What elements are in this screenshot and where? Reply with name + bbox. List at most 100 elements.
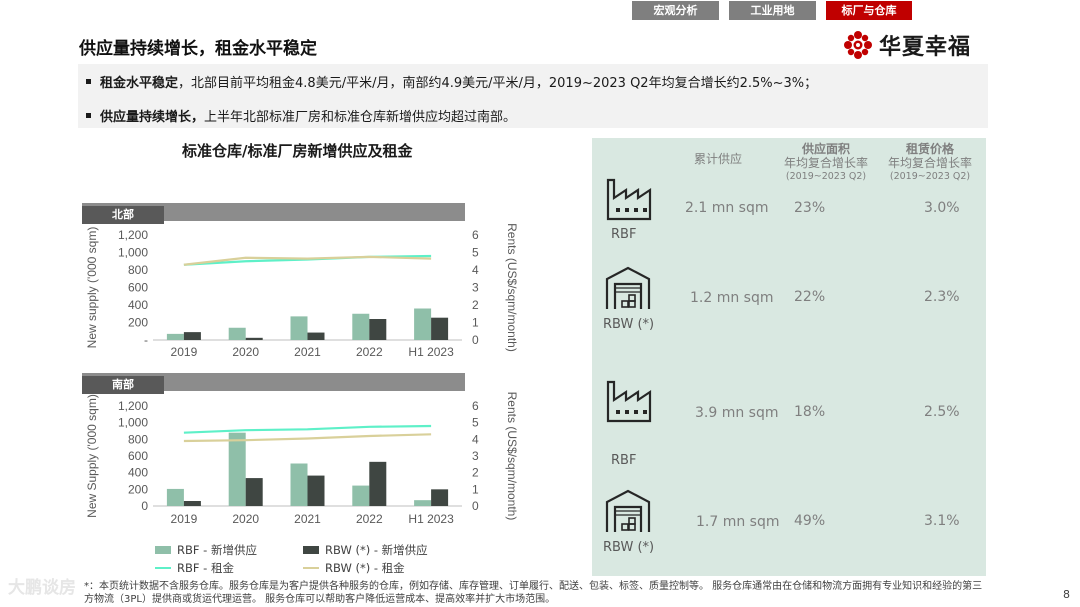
y2-tick-label-south: 4 — [472, 432, 479, 446]
bar-south-rbf — [228, 432, 246, 506]
y2-tick-label-north: 0 — [472, 333, 479, 347]
bar-south-rbf — [414, 500, 432, 506]
y2-tick-label-south: 2 — [472, 466, 479, 480]
legend-item-rbf-rent: RBF - 租金 — [155, 560, 234, 576]
y-tick-label-south: 400 — [128, 466, 148, 480]
factory-icon — [606, 380, 652, 423]
bar-north-rbw — [183, 332, 201, 340]
footnote: *：本页统计数据不含服务仓库。服务仓库是为客户提供各种服务的仓库，例如存储、库存… — [84, 581, 983, 605]
region-label-north: 北部 — [82, 203, 465, 224]
tab-factory-warehouse[interactable]: 标厂与仓库 — [826, 1, 912, 20]
bullet-rent-bold: 租金水平稳定 — [100, 76, 179, 91]
y-tick-label-north: 1,200 — [118, 228, 148, 242]
bar-north-rbf — [414, 308, 432, 340]
row-area-cagr: 18% — [794, 404, 826, 420]
row-label: RBF — [611, 453, 637, 468]
x-tick-label-south: 2020 — [232, 512, 259, 526]
bar-south-rbw — [183, 501, 201, 506]
row-label: RBW (*) — [603, 317, 655, 332]
bar-north-rbw — [369, 319, 387, 340]
row-area-cagr: 22% — [794, 289, 826, 305]
y2-tick-label-south: 0 — [472, 499, 479, 513]
bar-south-rbw — [431, 489, 449, 506]
bar-north-rbf — [352, 313, 370, 340]
legend-label: RBW (*) - 租金 — [325, 561, 405, 575]
x-tick-label-north: 2021 — [294, 345, 321, 359]
y2-tick-label-south: 5 — [472, 416, 479, 430]
y2-tick-label-south: 3 — [472, 449, 479, 463]
legend-label: RBW (*) - 新增供应 — [325, 543, 428, 557]
bar-south-rbw — [307, 475, 325, 506]
y-tick-label-south: 1,200 — [118, 399, 148, 413]
header-rent-title: 租赁价格 — [905, 142, 954, 156]
cagr-panel: 累计供应 供应面积 年均复合增长率 (2019~2023 Q2) 租赁价格 年均… — [592, 138, 986, 576]
y-tick-label-south: 800 — [128, 432, 148, 446]
bar-south-rbw — [369, 461, 387, 506]
row-rent-cagr: 3.0% — [924, 200, 960, 216]
header-rent-sub: 年均复合增长率 — [887, 156, 972, 170]
y2-tick-label-north: 5 — [472, 246, 479, 260]
legend-item-rbw-supply: RBW (*) - 新增供应 — [303, 542, 428, 558]
bar-north-rbf — [166, 333, 184, 340]
y2-tick-label-north: 4 — [472, 263, 479, 277]
logo-flower-icon — [844, 31, 872, 59]
region-label-south: 南部 — [82, 373, 465, 394]
legend-swatch — [303, 567, 319, 569]
x-tick-label-north: H1 2023 — [408, 345, 454, 359]
bar-south-rbf — [290, 463, 308, 506]
header-area-cagr: 供应面积 年均复合增长率 (2019~2023 Q2) — [776, 142, 876, 184]
y2-axis-title-south: Rents (US$/sqm/month) — [505, 392, 519, 521]
region-label-north-text: 北部 — [82, 206, 164, 224]
header-rent-cagr: 租赁价格 年均复合增长率 (2019~2023 Q2) — [880, 142, 980, 184]
legend-swatch — [303, 546, 319, 554]
header-cumulative: 累计供应 — [694, 152, 743, 166]
rent-line-south-rbf — [183, 424, 432, 434]
row-rent-cagr: 2.3% — [924, 289, 960, 305]
row-rent-cagr: 3.1% — [924, 513, 960, 529]
y-tick-label-north: 400 — [128, 298, 148, 312]
tab-macro[interactable]: 宏观分析 — [632, 1, 719, 20]
rent-line-north-rbw — [183, 255, 432, 266]
bar-south-rbf — [166, 488, 184, 506]
y-tick-label-north: 200 — [128, 316, 148, 330]
warehouse-icon — [605, 266, 651, 309]
row-supply: 1.7 mn sqm — [696, 514, 780, 530]
bullet-supply-text: 上半年北部标准厂房和标准仓库新增供应均超过南部。 — [204, 110, 517, 125]
bullet-supply: 供应量持续增长，上半年北部标准厂房和标准仓库新增供应均超过南部。 — [86, 106, 516, 125]
page-title: 供应量持续增长，租金水平稳定 — [79, 39, 317, 59]
legend-label: RBF - 新增供应 — [177, 543, 257, 557]
y-axis-title-north: New supply ('000 sqm) — [85, 227, 99, 349]
legend-swatch — [155, 567, 171, 569]
bullet-rent-text: ，北部目前平均租金4.8美元/平米/月，南部约4.9美元/平米/月，2019~2… — [178, 76, 818, 91]
row-area-cagr: 49% — [794, 513, 826, 529]
x-tick-label-north: 2020 — [232, 345, 259, 359]
watermark: 大鹏谈房 — [8, 578, 76, 598]
x-tick-label-south: 2022 — [356, 512, 383, 526]
y-tick-label-south: 0 — [141, 499, 148, 513]
legend-item-rbw-rent: RBW (*) - 租金 — [303, 560, 405, 576]
rent-line-south-rbw — [183, 433, 432, 443]
y2-tick-label-north: 3 — [472, 281, 479, 295]
y-tick-label-north: - — [144, 333, 148, 347]
bullet-supply-bold: 供应量持续增长， — [100, 110, 205, 125]
y2-axis-title-north: Rents (US$/sqm/month) — [505, 223, 519, 352]
chart-legend: RBF - 新增供应 RBW (*) - 新增供应 RBF - 租金 RBW (… — [155, 542, 485, 578]
header-rent-note: (2019~2023 Q2) — [889, 171, 971, 182]
summary-box: 租金水平稳定，北部目前平均租金4.8美元/平米/月，南部约4.9美元/平米/月，… — [78, 64, 988, 128]
chart-title: 标准仓库/标准厂房新增供应及租金 — [182, 142, 413, 160]
bar-north-rbf — [290, 316, 308, 340]
bullet-marker — [86, 113, 91, 118]
page-number: 8 — [1063, 588, 1070, 601]
bullet-marker — [86, 79, 91, 84]
legend-item-rbf-supply: RBF - 新增供应 — [155, 542, 257, 558]
x-tick-label-south: 2021 — [294, 512, 321, 526]
warehouse-icon — [605, 489, 651, 532]
tab-industrial-land[interactable]: 工业用地 — [729, 1, 816, 20]
x-tick-label-south: 2019 — [171, 512, 198, 526]
x-tick-label-north: 2022 — [356, 345, 383, 359]
rent-line-north-rbf — [183, 254, 432, 266]
bar-north-rbw — [307, 332, 325, 340]
y-tick-label-north: 600 — [128, 281, 148, 295]
brand-logo: 华夏幸福 — [843, 29, 971, 61]
y2-tick-label-south: 6 — [472, 399, 479, 413]
